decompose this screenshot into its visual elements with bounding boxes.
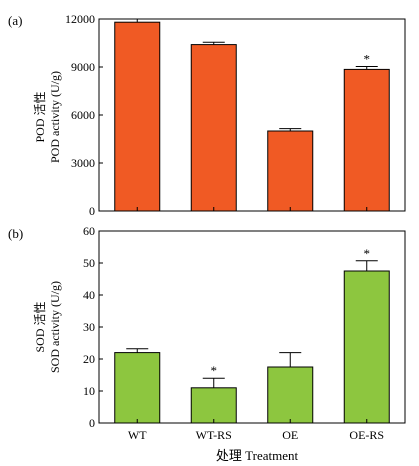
panel-a-ytick-label: 3000 [71,156,95,170]
panel-a-ytick-label: 6000 [71,108,95,122]
panel-b-bar [190,387,237,424]
panel-a-bar [343,68,390,212]
panel-a-bar [190,44,237,212]
panel-b-label: (b) [8,226,23,241]
x-axis-label: 处理 Treatment [216,448,299,463]
panel-b-ytick-label: 60 [83,224,95,238]
panel-b-ytick-label: 40 [83,288,95,302]
panel-a-ylabel-cn: POD 活性 [33,91,47,142]
panel-b-ylabel-en: SOD activity (U/g) [48,281,62,373]
panel-a-bar [267,130,314,212]
x-category-label: WT [128,428,147,442]
panel-a-plot: 0 3000 6000 9000 12000 * [65,12,406,218]
panel-b-ytick-label: 50 [83,256,95,270]
panel-b-bar [114,352,161,424]
panel-b-ytick-label: 20 [83,352,95,366]
panel-a-bar [114,21,161,212]
panel-a-significance-mark: * [364,52,371,67]
panel-a-ylabel-en: POD activity (U/g) [48,71,62,163]
panel-b-bar [267,366,314,424]
panel-b-significance-mark: * [364,246,371,261]
panel-b-ytick-label: 30 [83,320,95,334]
panel-a-ytick-label: 0 [89,204,95,218]
x-category-label: WT-RS [196,428,232,442]
panel-b-bar [343,270,390,424]
panel-a-ytick-label: 9000 [71,60,95,74]
panel-b-ytick-label: 0 [89,416,95,430]
panel-a-ylabel: POD 活性 POD activity (U/g) [33,71,62,163]
panel-b-plot: 0 10 20 30 40 50 60 WT * WT-RS OE * OE-RS [83,224,406,442]
panel-a-ytick-label: 12000 [65,12,95,26]
panel-b-ylabel-cn: SOD 活性 [33,301,47,352]
x-category-label: OE [282,428,298,442]
panel-b-ylabel: SOD 活性 SOD activity (U/g) [33,281,62,373]
panel-a-label: (a) [8,13,22,28]
panel-b-significance-mark: * [211,363,218,378]
panel-b-ytick-label: 10 [83,384,95,398]
x-category-label: OE-RS [349,428,384,442]
